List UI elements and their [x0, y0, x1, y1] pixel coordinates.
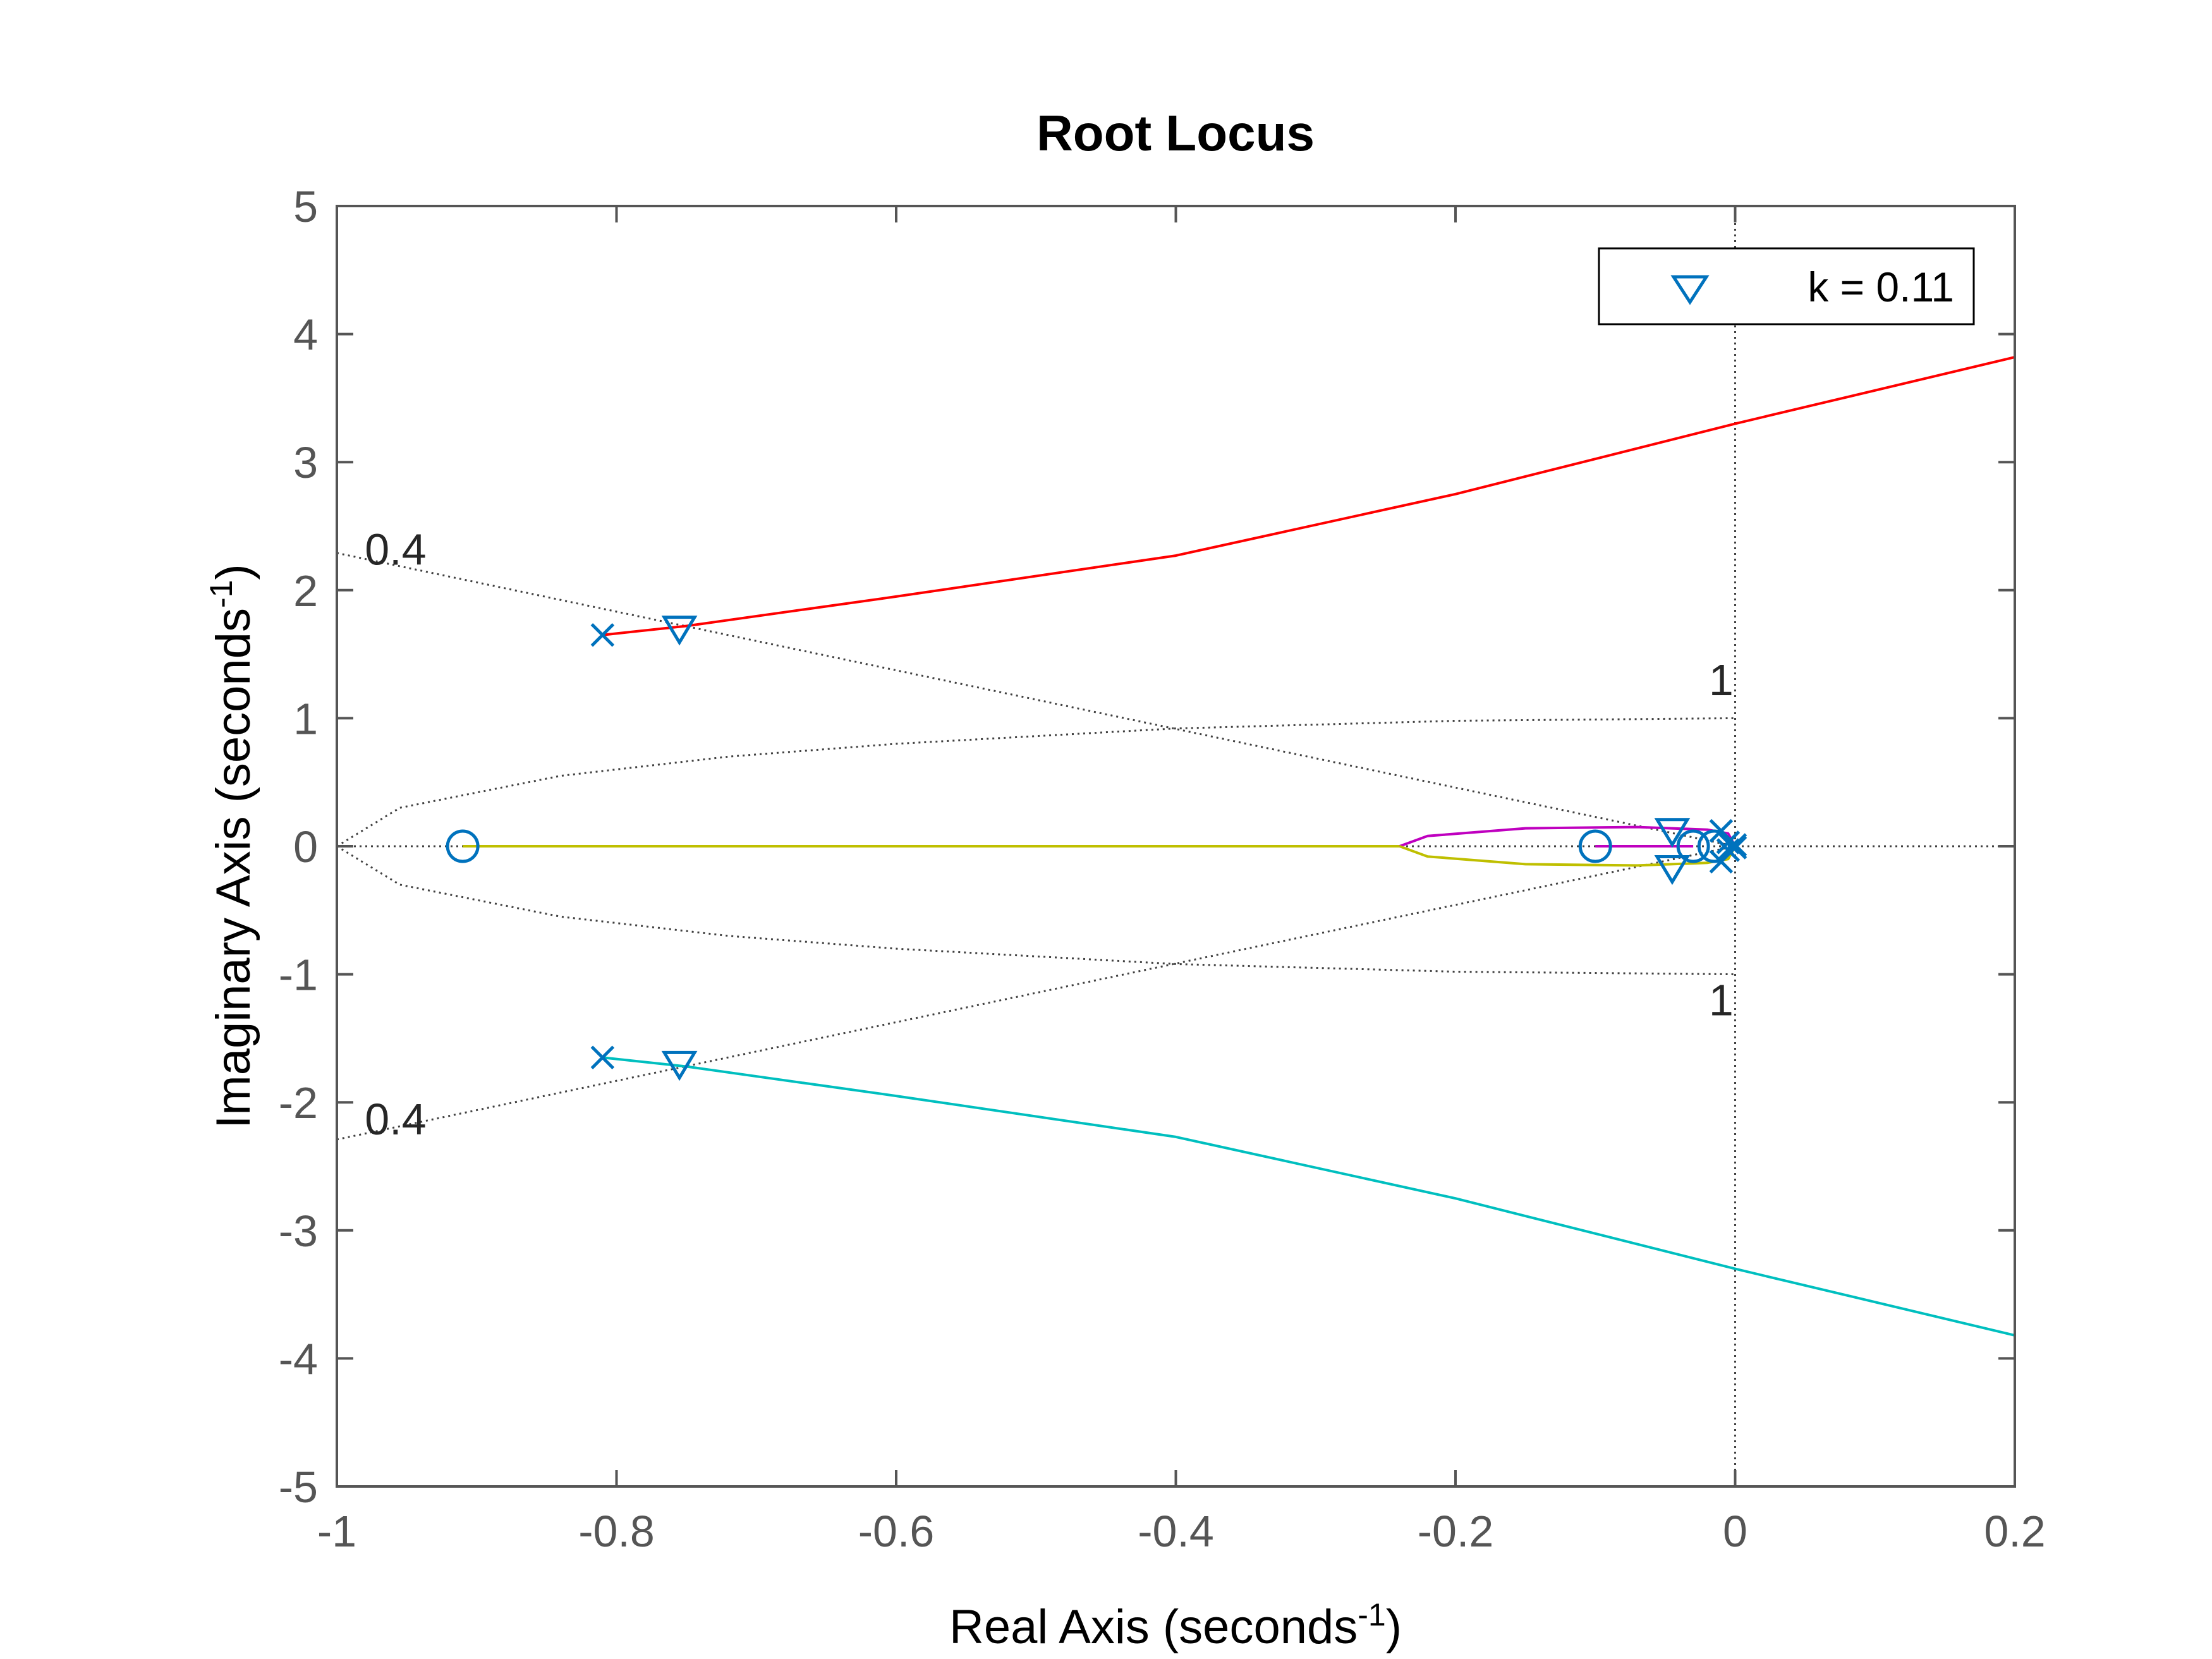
locus-branch-magenta — [1399, 825, 1737, 848]
frequency-label: 1 — [1709, 655, 1734, 705]
frequency-label: 1 — [1709, 975, 1734, 1024]
x-tick-label: 0 — [1723, 1507, 1747, 1556]
x-axis-label: Real Axis (seconds-1) — [949, 1597, 1402, 1654]
y-tick-label: -1 — [279, 951, 318, 1000]
legend-label: k = 0.11 — [1808, 264, 1954, 310]
frequency-curve — [336, 717, 1735, 848]
k-marker — [1654, 854, 1691, 885]
pole-stroke — [1709, 818, 1734, 843]
y-tick-label: 3 — [293, 438, 318, 487]
damping-line — [336, 845, 1735, 1141]
zero-marker — [1578, 829, 1612, 863]
pole-stroke — [590, 1045, 615, 1070]
k-marker — [661, 1050, 698, 1081]
y-axis-label: Imaginary Axis (seconds-1) — [204, 564, 260, 1128]
y-tick-label: 5 — [293, 182, 318, 231]
zero-marker — [1676, 829, 1710, 863]
y-tick-label: 0 — [293, 822, 318, 872]
axis-ticks: -1 -0.8 -0.6 -0.4 -0.2 0 0.2 -5 -4 -3 -2 -1 0 1 2 3 4 5 — [279, 182, 2046, 1556]
y-tick-label: -2 — [279, 1078, 318, 1127]
x-tick-label: 0.2 — [1984, 1507, 2045, 1556]
x-tick-label: -0.6 — [858, 1507, 935, 1556]
x-tick-label: -0.4 — [1138, 1507, 1214, 1556]
x-tick-label: -0.8 — [578, 1507, 655, 1556]
legend: k = 0.11 — [1598, 247, 1975, 325]
damping-line — [336, 552, 1735, 848]
legend-box — [1598, 247, 1975, 325]
chart-title: Root Locus — [1036, 105, 1315, 161]
y-tick-label: -3 — [279, 1206, 318, 1256]
y-tick-label: 1 — [293, 694, 318, 743]
y-tick-label: 4 — [293, 310, 318, 360]
legend-triangle-icon — [1670, 275, 1710, 305]
pole-zero-markers — [446, 616, 1747, 1081]
y-tick-label: -5 — [279, 1462, 318, 1512]
zero-marker — [1697, 829, 1731, 863]
k-marker — [1654, 818, 1691, 848]
frequency-curve — [336, 845, 1735, 976]
x-tick-label: -1 — [317, 1507, 356, 1556]
zero-marker — [446, 829, 480, 863]
locus-branch-olive — [1399, 845, 1737, 867]
x-tick-label: -0.2 — [1418, 1507, 1494, 1556]
y-tick-label: -4 — [279, 1334, 318, 1383]
pole-stroke — [590, 623, 615, 647]
pole-marker — [590, 623, 615, 647]
damping-label: 0.4 — [365, 1095, 426, 1144]
locus-branch-red — [602, 356, 2015, 636]
y-tick-label: 2 — [293, 566, 318, 616]
pole-marker — [590, 1045, 615, 1070]
damping-label: 0.4 — [365, 525, 426, 574]
k-marker — [661, 616, 698, 646]
